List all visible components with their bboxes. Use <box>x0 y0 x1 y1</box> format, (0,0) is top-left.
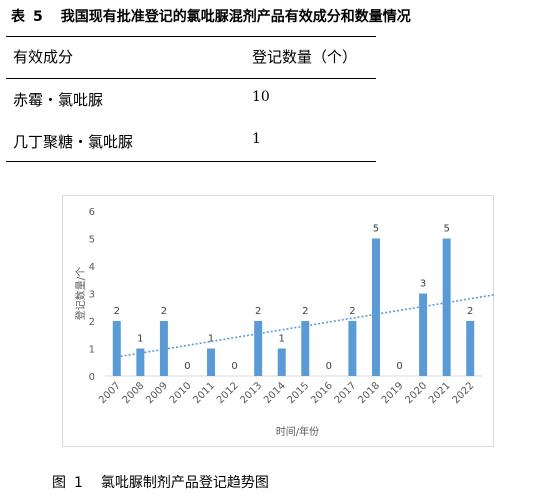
x-tick-label: 2008 <box>121 380 147 406</box>
x-tick-label: 2015 <box>286 380 312 406</box>
x-tick-label: 2022 <box>451 380 477 406</box>
x-tick-label: 2007 <box>97 380 123 406</box>
x-tick-label: 2013 <box>239 380 265 406</box>
bar <box>419 293 428 376</box>
table-header-ingredient: 有效成分 <box>13 48 74 66</box>
table-row-2-count: 1 <box>252 131 261 147</box>
data-label: 5 <box>373 224 379 235</box>
x-tick-label: 2012 <box>215 380 241 406</box>
x-tick-label: 2009 <box>144 380 170 406</box>
y-tick-label: 1 <box>89 345 95 356</box>
bar <box>159 321 168 376</box>
table-caption: 表 5 我国现有批准登记的氯吡脲混剂产品有效成分和数量情况 <box>11 6 411 26</box>
data-label: 0 <box>396 361 402 372</box>
bar <box>277 348 286 376</box>
table-caption-title: 我国现有批准登记的氯吡脲混剂产品有效成分和数量情况 <box>60 9 411 25</box>
data-label: 1 <box>137 334 143 345</box>
bar <box>207 348 216 376</box>
data-label: 0 <box>231 361 237 372</box>
x-tick-label: 2017 <box>333 380 359 406</box>
x-tick-label: 2020 <box>403 380 429 406</box>
figure-caption-number: 1 <box>74 475 83 491</box>
table-row-2-ingredient: 几丁聚糖・氯吡脲 <box>13 133 134 151</box>
bar <box>371 238 380 376</box>
data-label: 2 <box>349 306 355 317</box>
y-axis-title: 登记数量/个 <box>74 267 87 320</box>
y-tick-label: 4 <box>89 262 95 273</box>
x-tick-label: 2010 <box>168 380 194 406</box>
y-tick-label: 0 <box>89 372 95 383</box>
data-label: 1 <box>279 334 285 345</box>
x-tick-label: 2018 <box>356 380 382 406</box>
bar <box>442 238 451 376</box>
table-top-rule <box>6 36 376 38</box>
bar <box>348 321 357 376</box>
y-tick-label: 6 <box>89 207 95 218</box>
data-label: 2 <box>114 306 120 317</box>
table-caption-number: 5 <box>33 9 43 25</box>
figure-caption-label: 图 <box>52 475 66 491</box>
y-tick-label: 2 <box>89 317 95 328</box>
x-tick-label: 2014 <box>262 380 288 406</box>
table-bottom-rule <box>6 161 376 163</box>
x-axis-title: 时间/年份 <box>276 425 319 438</box>
table-header-rule <box>6 78 376 79</box>
figure-caption-title: 氯吡脲制剂产品登记趋势图 <box>100 475 269 491</box>
x-tick-label: 2016 <box>309 380 335 406</box>
table-header-count: 登记数量（个） <box>252 48 358 66</box>
bar <box>136 348 145 376</box>
bar <box>301 321 310 376</box>
x-tick-label: 2011 <box>191 380 217 406</box>
y-tick-label: 5 <box>89 235 95 246</box>
figure-caption: 图 1 氯吡脲制剂产品登记趋势图 <box>52 472 269 492</box>
data-label: 2 <box>161 306 167 317</box>
data-label: 3 <box>420 279 426 290</box>
data-label: 2 <box>467 306 473 317</box>
table-row-1-ingredient: 赤霉・氯吡脲 <box>13 91 104 109</box>
table-row-1-count: 10 <box>252 89 270 105</box>
bar <box>254 321 263 376</box>
bar <box>466 321 475 376</box>
data-label: 2 <box>302 306 308 317</box>
data-label: 0 <box>326 361 332 372</box>
y-tick-label: 3 <box>89 290 95 301</box>
x-tick-label: 2021 <box>427 380 453 406</box>
data-label: 2 <box>255 306 261 317</box>
bar <box>112 321 121 376</box>
table-caption-label: 表 <box>11 9 25 25</box>
x-tick-label: 2019 <box>380 380 406 406</box>
data-label: 5 <box>443 224 449 235</box>
registration-trend-chart: 0123456220071200822009020101201102012220… <box>74 207 494 438</box>
data-label: 1 <box>208 334 214 345</box>
data-label: 0 <box>184 361 190 372</box>
